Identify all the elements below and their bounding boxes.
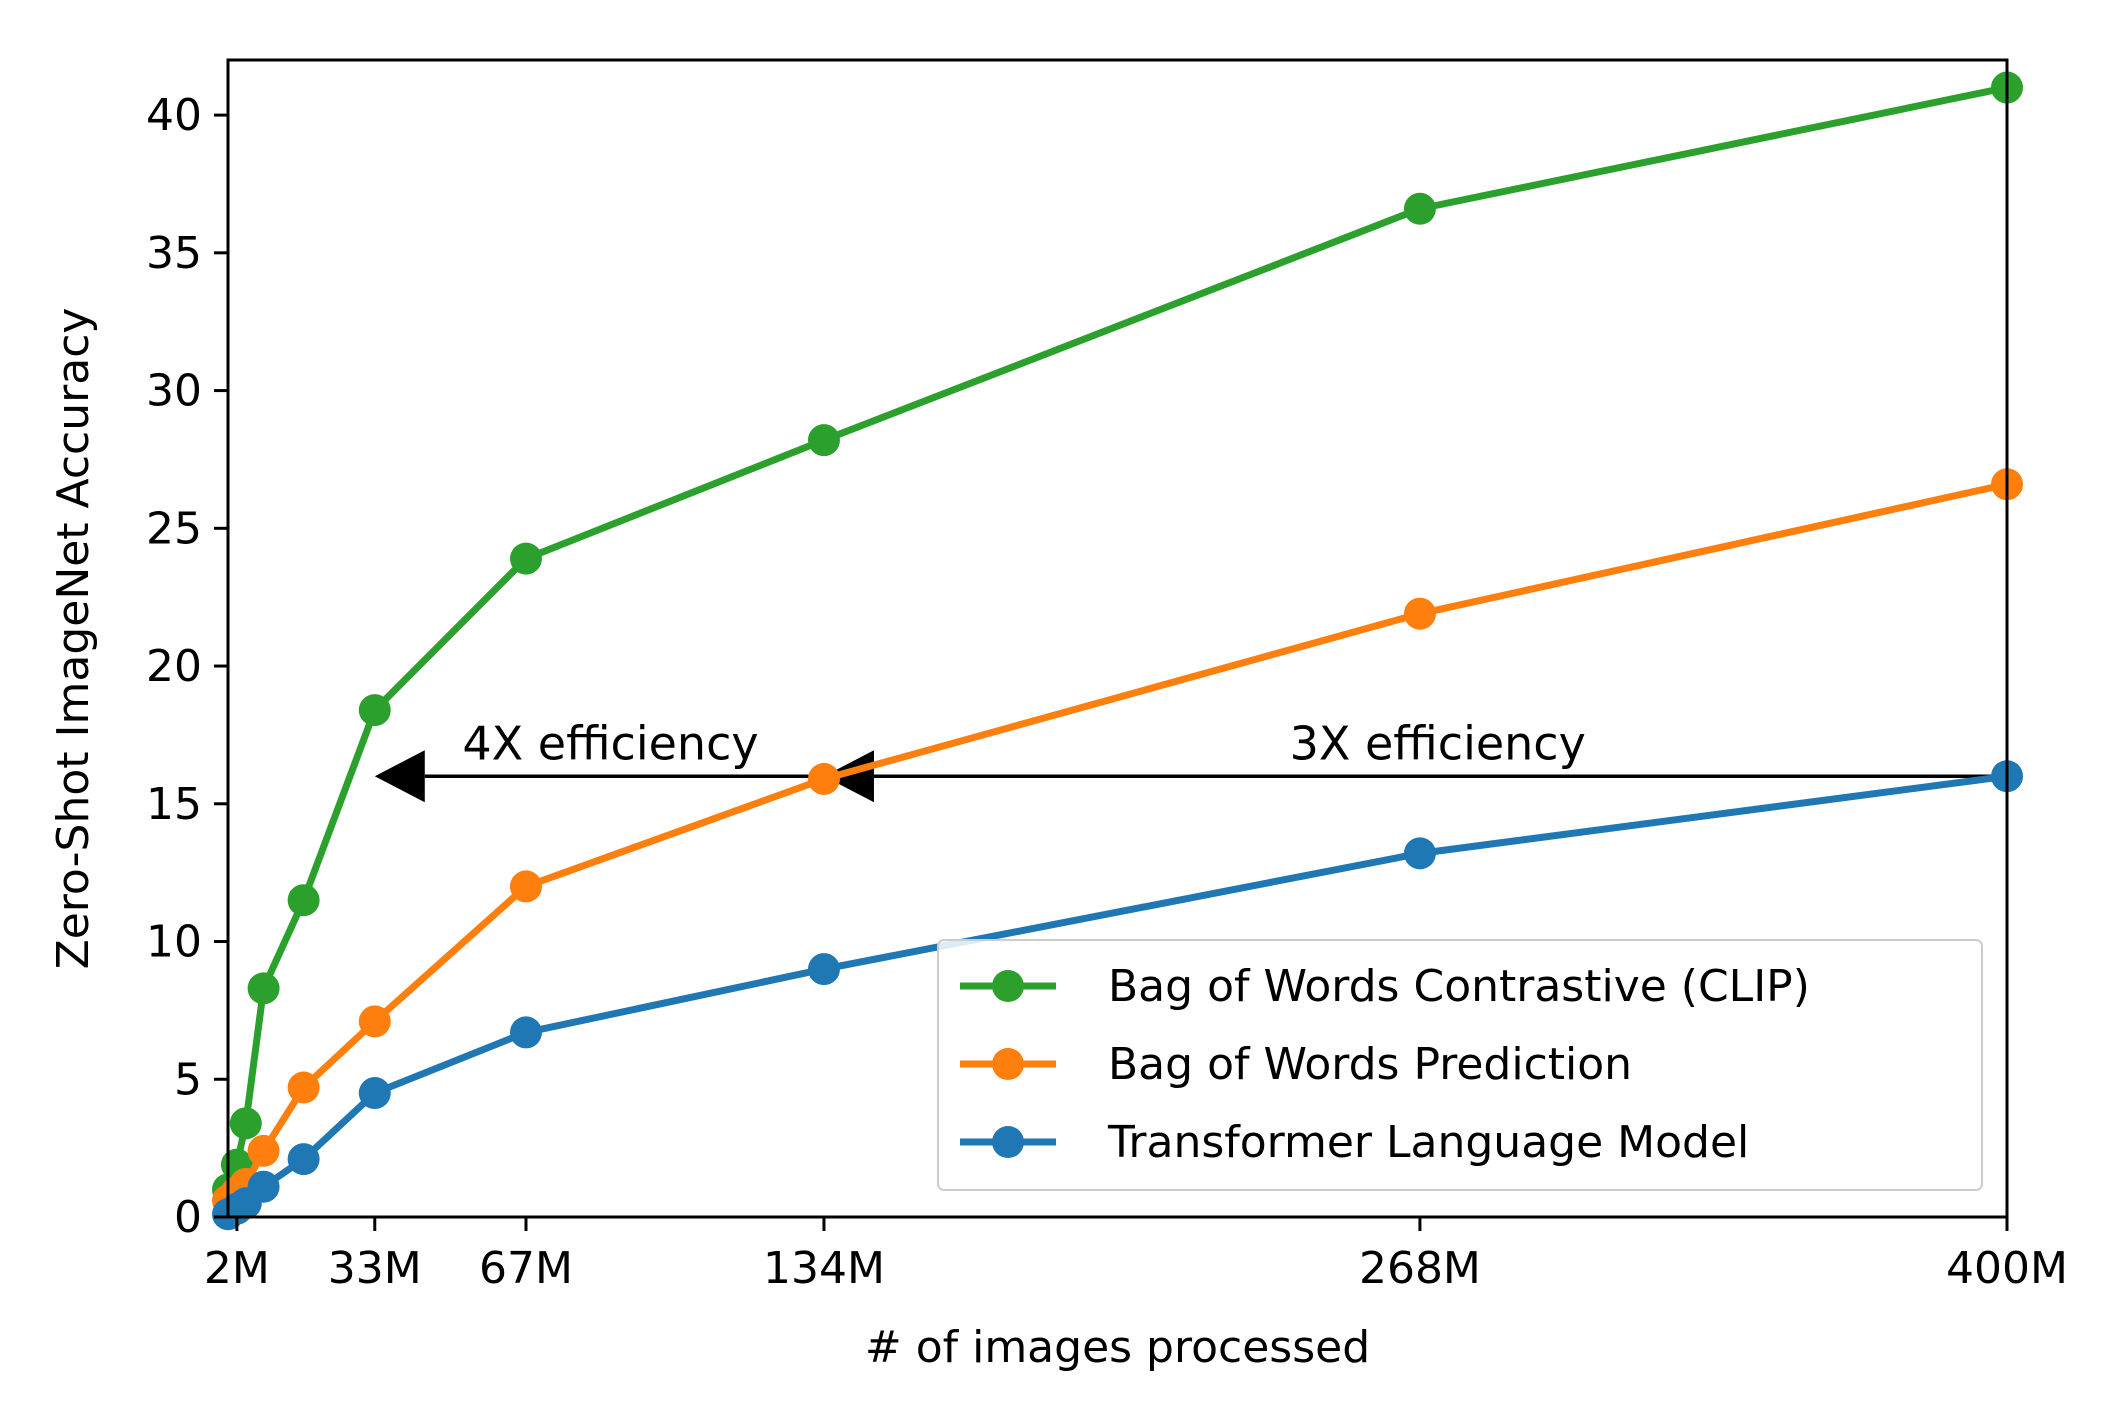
y-tick-label: 20 xyxy=(146,641,202,692)
data-point xyxy=(509,870,542,903)
x-axis: 2M 33M 67M 134M 268M 400M xyxy=(204,1217,2068,1294)
data-point xyxy=(807,762,840,795)
series-layer xyxy=(212,71,2023,1231)
plot-frame xyxy=(226,58,2009,1219)
data-point xyxy=(509,542,542,575)
data-point xyxy=(509,1016,542,1049)
efficiency-arrow-head xyxy=(823,750,874,803)
efficiency-annotation: 4X efficiency xyxy=(462,717,758,771)
x-tick-label: 33M xyxy=(328,1243,422,1294)
y-tick-label: 40 xyxy=(146,90,202,141)
data-point xyxy=(287,884,320,917)
legend-label: Bag of Words Prediction xyxy=(1108,1039,1632,1090)
y-tick-label: 10 xyxy=(146,917,202,968)
y-axis: 0 5 10 15 20 25 30 35 40 xyxy=(146,90,228,1243)
legend-swatch-marker xyxy=(992,970,1024,1002)
data-point xyxy=(807,424,840,457)
data-point xyxy=(358,1005,391,1038)
data-point xyxy=(247,972,280,1005)
legend: Bag of Words Contrastive (CLIP) Bag of Wo… xyxy=(937,939,1983,1191)
y-tick-label: 15 xyxy=(146,779,202,830)
data-point xyxy=(287,1071,320,1104)
legend-box xyxy=(937,939,1983,1191)
y-tick-label: 35 xyxy=(146,228,202,279)
x-tick-label: 2M xyxy=(204,1243,270,1294)
legend-swatch-marker xyxy=(992,1126,1024,1158)
data-point xyxy=(807,953,840,986)
y-tick-label: 30 xyxy=(146,366,202,417)
legend-swatch-marker xyxy=(992,1048,1024,1080)
x-tick-label: 400M xyxy=(1946,1243,2068,1294)
data-point xyxy=(1403,192,1436,225)
data-point xyxy=(287,1143,320,1176)
data-point xyxy=(1403,597,1436,630)
data-point xyxy=(229,1107,262,1140)
data-point xyxy=(1403,837,1436,870)
x-tick-label: 134M xyxy=(763,1243,885,1294)
y-tick-label: 25 xyxy=(146,503,202,554)
data-point xyxy=(247,1134,280,1167)
x-tick-label: 268M xyxy=(1359,1243,1481,1294)
legend-label: Bag of Words Contrastive (CLIP) xyxy=(1108,961,1810,1012)
x-tick-label: 67M xyxy=(479,1243,573,1294)
efficiency-annotation: 3X efficiency xyxy=(1290,717,1586,771)
annotations: 4X efficiency 3X efficiency xyxy=(374,717,2007,803)
y-tick-label: 5 xyxy=(174,1054,202,1105)
legend-label: Transformer Language Model xyxy=(1107,1117,1749,1168)
data-point xyxy=(358,1077,391,1110)
data-point xyxy=(247,1170,280,1203)
x-axis-title: # of images processed xyxy=(865,1322,1370,1373)
efficiency-arrow-head xyxy=(374,750,425,803)
y-axis-title: Zero-Shot ImageNet Accuracy xyxy=(48,308,99,970)
series-line xyxy=(224,84,2008,1191)
y-tick-label: 0 xyxy=(174,1192,202,1243)
data-point xyxy=(358,694,391,727)
